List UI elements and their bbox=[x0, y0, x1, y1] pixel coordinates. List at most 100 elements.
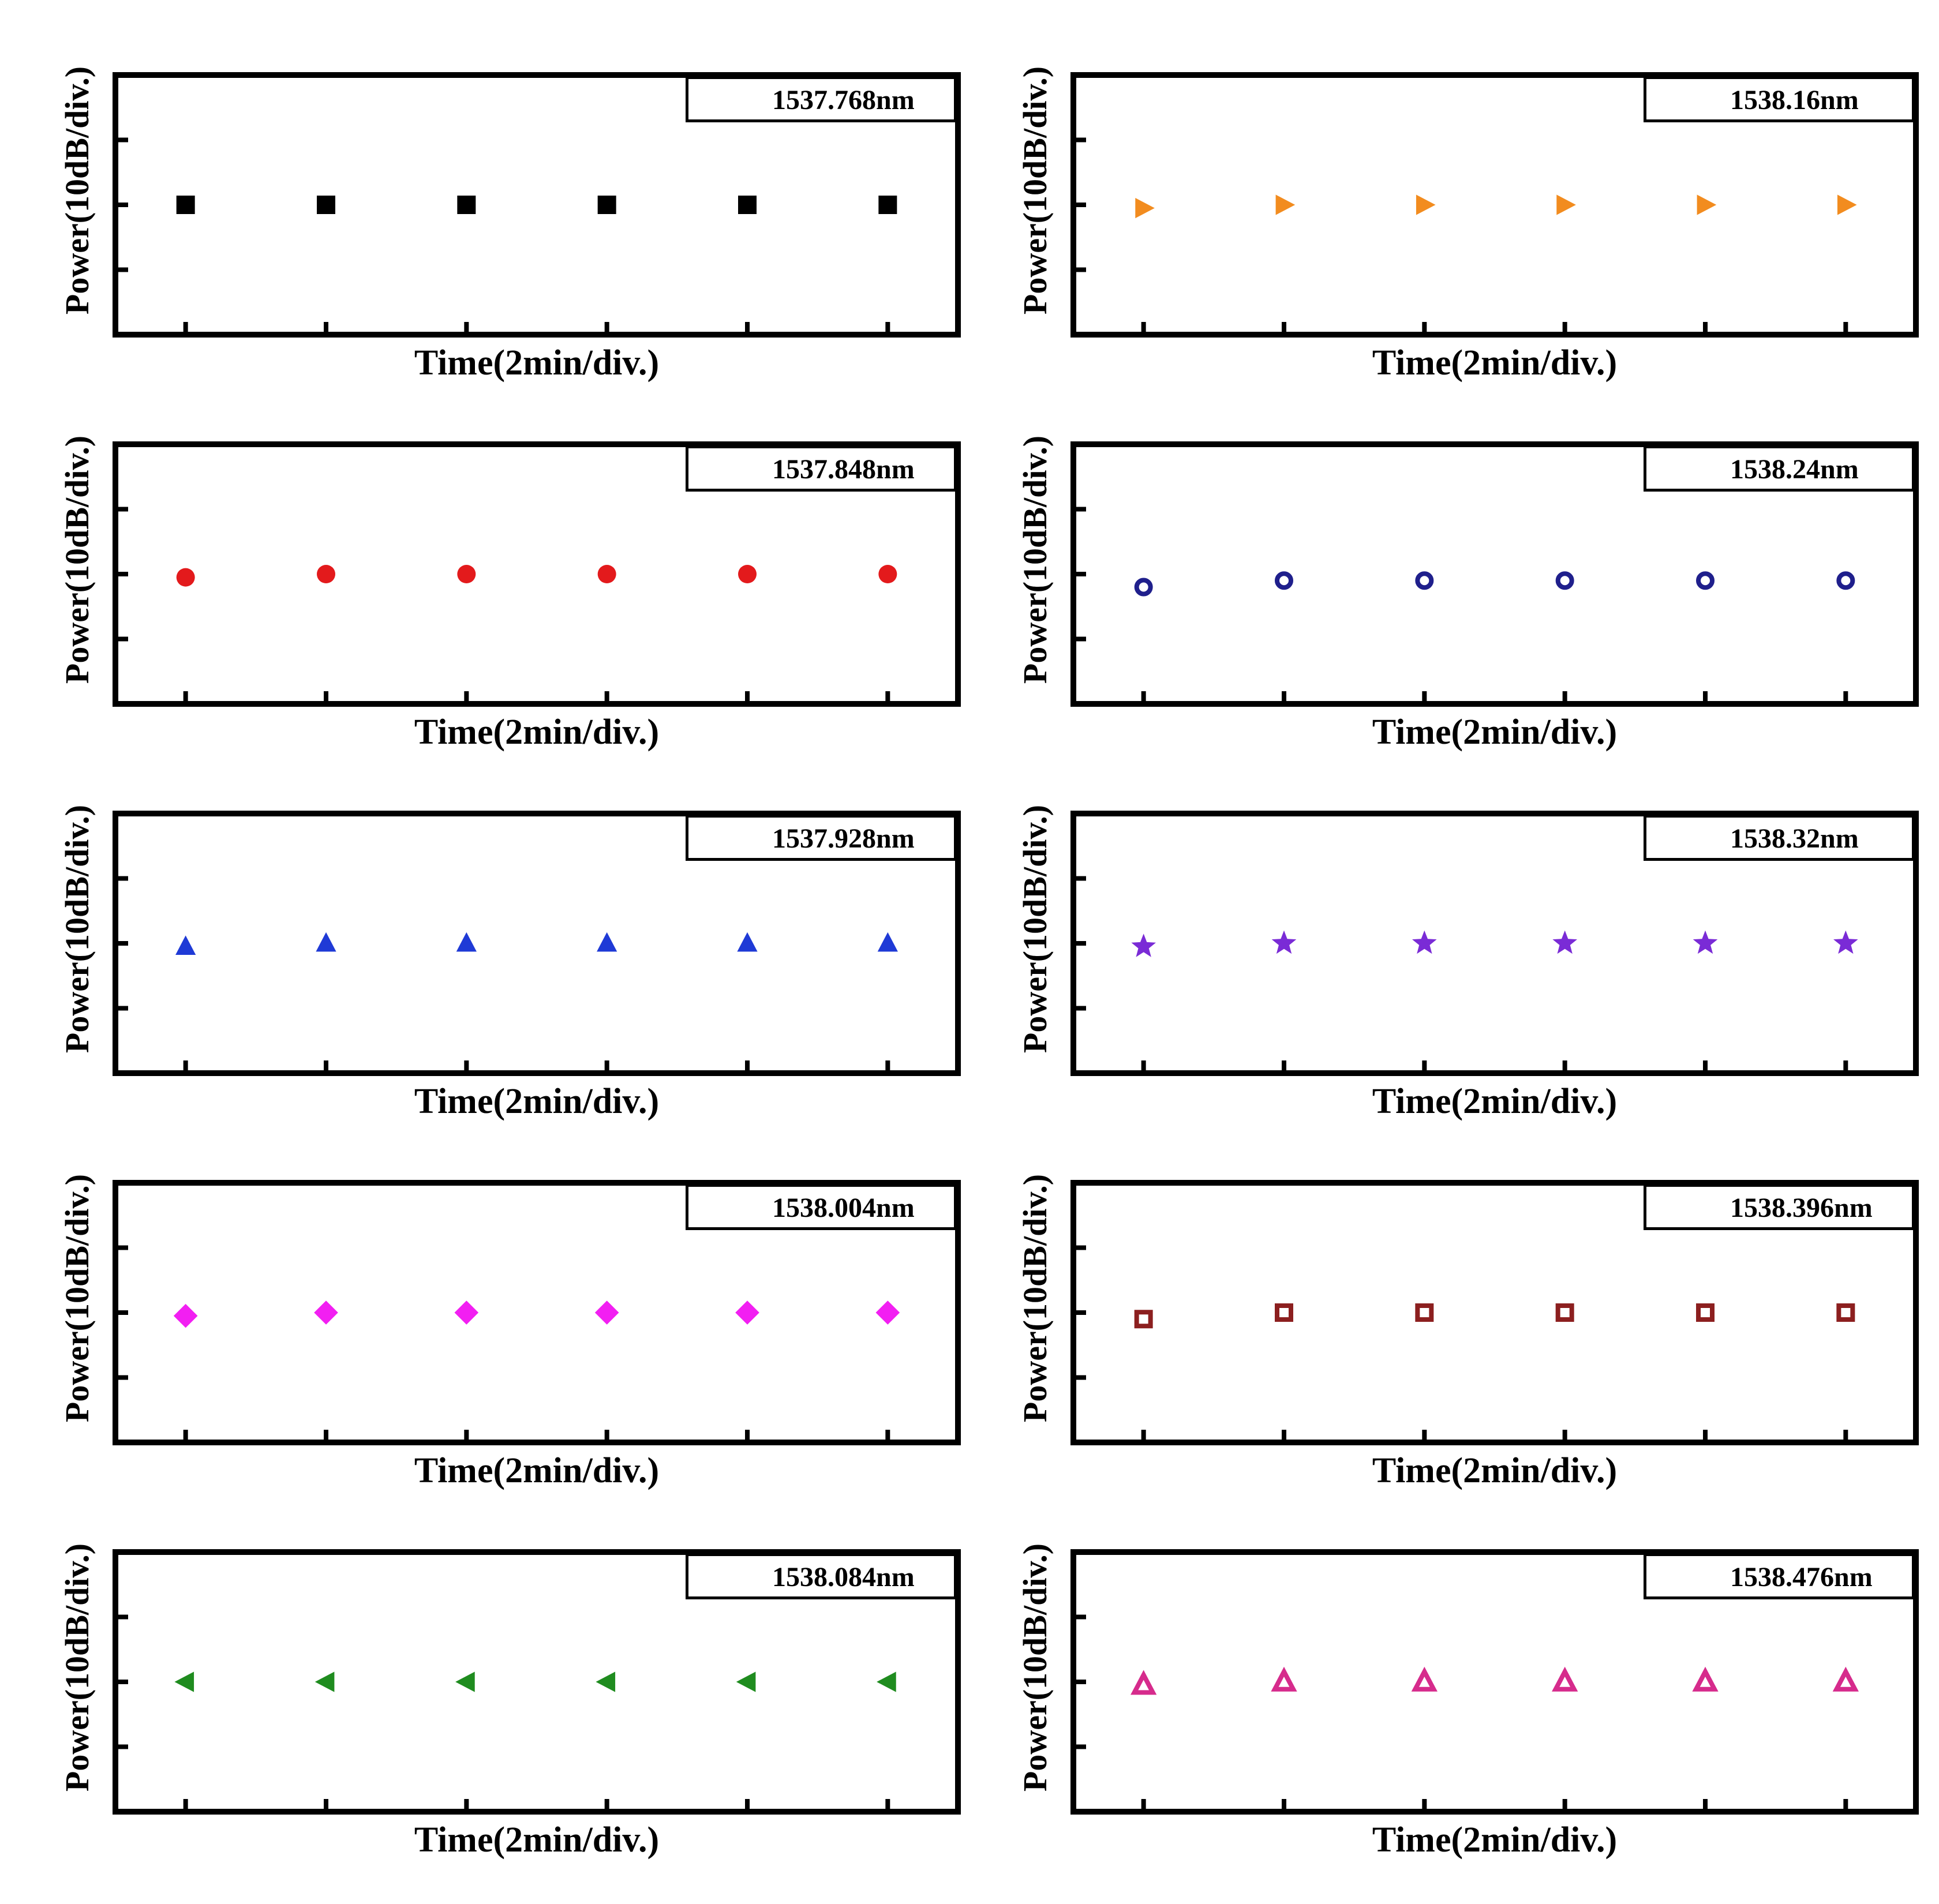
y-axis-label: Power(10dB/div.) bbox=[58, 1543, 96, 1792]
data-point bbox=[455, 1671, 475, 1692]
data-point bbox=[174, 1671, 194, 1692]
legend bbox=[1644, 445, 1915, 492]
data-point bbox=[596, 1671, 616, 1692]
chart-panel-1: 1537.768nm Time(2min/div.) Power(10dB/div.… bbox=[23, 23, 969, 392]
x-axis-label: Time(2min/div.) bbox=[1372, 1082, 1618, 1121]
data-point bbox=[1412, 930, 1437, 954]
data-point bbox=[1692, 1666, 1719, 1692]
data-point bbox=[1131, 1670, 1157, 1695]
data-point bbox=[1134, 1310, 1153, 1329]
data-point bbox=[1556, 194, 1576, 215]
legend-label: 1538.32nm bbox=[1730, 823, 1859, 854]
data-point bbox=[1271, 1666, 1297, 1692]
data-point bbox=[877, 1671, 896, 1692]
data-point bbox=[597, 932, 617, 952]
data-point bbox=[1837, 194, 1857, 215]
data-point bbox=[1415, 1303, 1434, 1322]
y-axis-label: Power(10dB/div.) bbox=[58, 804, 96, 1054]
data-point bbox=[1693, 930, 1718, 954]
legend bbox=[686, 1553, 957, 1599]
data-point bbox=[1696, 1303, 1715, 1322]
data-point bbox=[457, 196, 476, 214]
legend-label: 1538.16nm bbox=[1730, 85, 1859, 115]
data-point bbox=[1836, 1303, 1855, 1322]
data-point bbox=[594, 1300, 619, 1325]
x-axis-label: Time(2min/div.) bbox=[414, 343, 660, 383]
data-point bbox=[738, 565, 757, 583]
y-axis-label: Power(10dB/div.) bbox=[1016, 1543, 1054, 1792]
data-point bbox=[1836, 571, 1855, 590]
y-axis-label: Power(10dB/div.) bbox=[58, 435, 96, 684]
legend-label: 1537.928nm bbox=[772, 823, 915, 854]
legend-label: 1538.084nm bbox=[772, 1562, 915, 1592]
x-axis-label: Time(2min/div.) bbox=[414, 1082, 660, 1121]
data-point bbox=[317, 565, 335, 583]
data-point bbox=[1555, 571, 1574, 590]
data-point bbox=[317, 196, 335, 214]
legend-label: 1538.24nm bbox=[1730, 454, 1859, 485]
data-point bbox=[316, 932, 336, 952]
chart-panel-7: 1538.004nm Time(2min/div.) Power(10dB/div.… bbox=[23, 1131, 969, 1500]
legend bbox=[1644, 76, 1915, 122]
legend-label: 1538.396nm bbox=[1730, 1193, 1873, 1223]
data-point bbox=[1555, 1303, 1574, 1322]
x-axis-label: Time(2min/div.) bbox=[1372, 1451, 1618, 1490]
data-point bbox=[738, 196, 757, 214]
data-point bbox=[314, 1300, 338, 1325]
y-axis-label: Power(10dB/div.) bbox=[1016, 804, 1054, 1054]
legend bbox=[1644, 1553, 1915, 1599]
legend bbox=[686, 1184, 957, 1230]
data-point bbox=[173, 1303, 198, 1328]
y-axis-label: Power(10dB/div.) bbox=[58, 1174, 96, 1423]
data-point bbox=[176, 196, 195, 214]
data-point bbox=[1696, 571, 1715, 590]
x-axis-label: Time(2min/div.) bbox=[414, 713, 660, 752]
data-point bbox=[597, 196, 616, 214]
legend bbox=[686, 445, 957, 492]
chart-panel-2: 1538.16nm Time(2min/div.) Power(10dB/div.) bbox=[981, 23, 1927, 392]
x-axis-label: Time(2min/div.) bbox=[1372, 713, 1618, 752]
x-axis-label: Time(2min/div.) bbox=[414, 1820, 660, 1860]
data-point bbox=[176, 568, 195, 587]
y-axis-label: Power(10dB/div.) bbox=[1016, 1174, 1054, 1423]
data-point bbox=[175, 935, 196, 955]
data-point bbox=[1416, 194, 1436, 215]
y-axis-label: Power(10dB/div.) bbox=[1016, 435, 1054, 684]
legend-label: 1538.476nm bbox=[1730, 1562, 1873, 1592]
data-point bbox=[878, 565, 897, 583]
chart-panel-10: 1538.476nm Time(2min/div.) Power(10dB/div.… bbox=[981, 1500, 1927, 1869]
legend-label: 1537.848nm bbox=[772, 454, 915, 485]
data-point bbox=[1697, 194, 1717, 215]
chart-panel-6: 1538.32nm Time(2min/div.) Power(10dB/div.) bbox=[981, 762, 1927, 1131]
data-point bbox=[456, 932, 477, 952]
legend bbox=[1644, 815, 1915, 861]
data-point bbox=[597, 565, 616, 583]
legend bbox=[686, 815, 957, 861]
data-point bbox=[877, 932, 898, 952]
data-point bbox=[1552, 1666, 1578, 1692]
data-point bbox=[1415, 571, 1434, 590]
data-point bbox=[1134, 578, 1153, 597]
legend bbox=[1644, 1184, 1915, 1230]
chart-panel-3: 1537.848nm Time(2min/div.) Power(10dB/div.… bbox=[23, 392, 969, 762]
data-point bbox=[878, 196, 897, 214]
data-point bbox=[1552, 930, 1577, 954]
legend-label: 1537.768nm bbox=[772, 85, 915, 115]
data-point bbox=[1832, 1666, 1859, 1692]
data-point bbox=[737, 932, 758, 952]
data-point bbox=[1833, 930, 1858, 954]
data-point bbox=[1275, 194, 1296, 215]
data-point bbox=[735, 1300, 759, 1325]
data-point bbox=[1135, 198, 1155, 219]
data-point bbox=[1275, 571, 1293, 590]
data-point bbox=[1131, 934, 1156, 957]
y-axis-label: Power(10dB/div.) bbox=[58, 66, 96, 315]
data-point bbox=[736, 1671, 756, 1692]
data-point bbox=[875, 1300, 900, 1325]
data-point bbox=[1411, 1666, 1438, 1692]
chart-panel-5: 1537.928nm Time(2min/div.) Power(10dB/div.… bbox=[23, 762, 969, 1131]
data-point bbox=[457, 565, 476, 583]
data-point bbox=[315, 1671, 335, 1692]
legend-label: 1538.004nm bbox=[772, 1193, 915, 1223]
x-axis-label: Time(2min/div.) bbox=[414, 1451, 660, 1490]
